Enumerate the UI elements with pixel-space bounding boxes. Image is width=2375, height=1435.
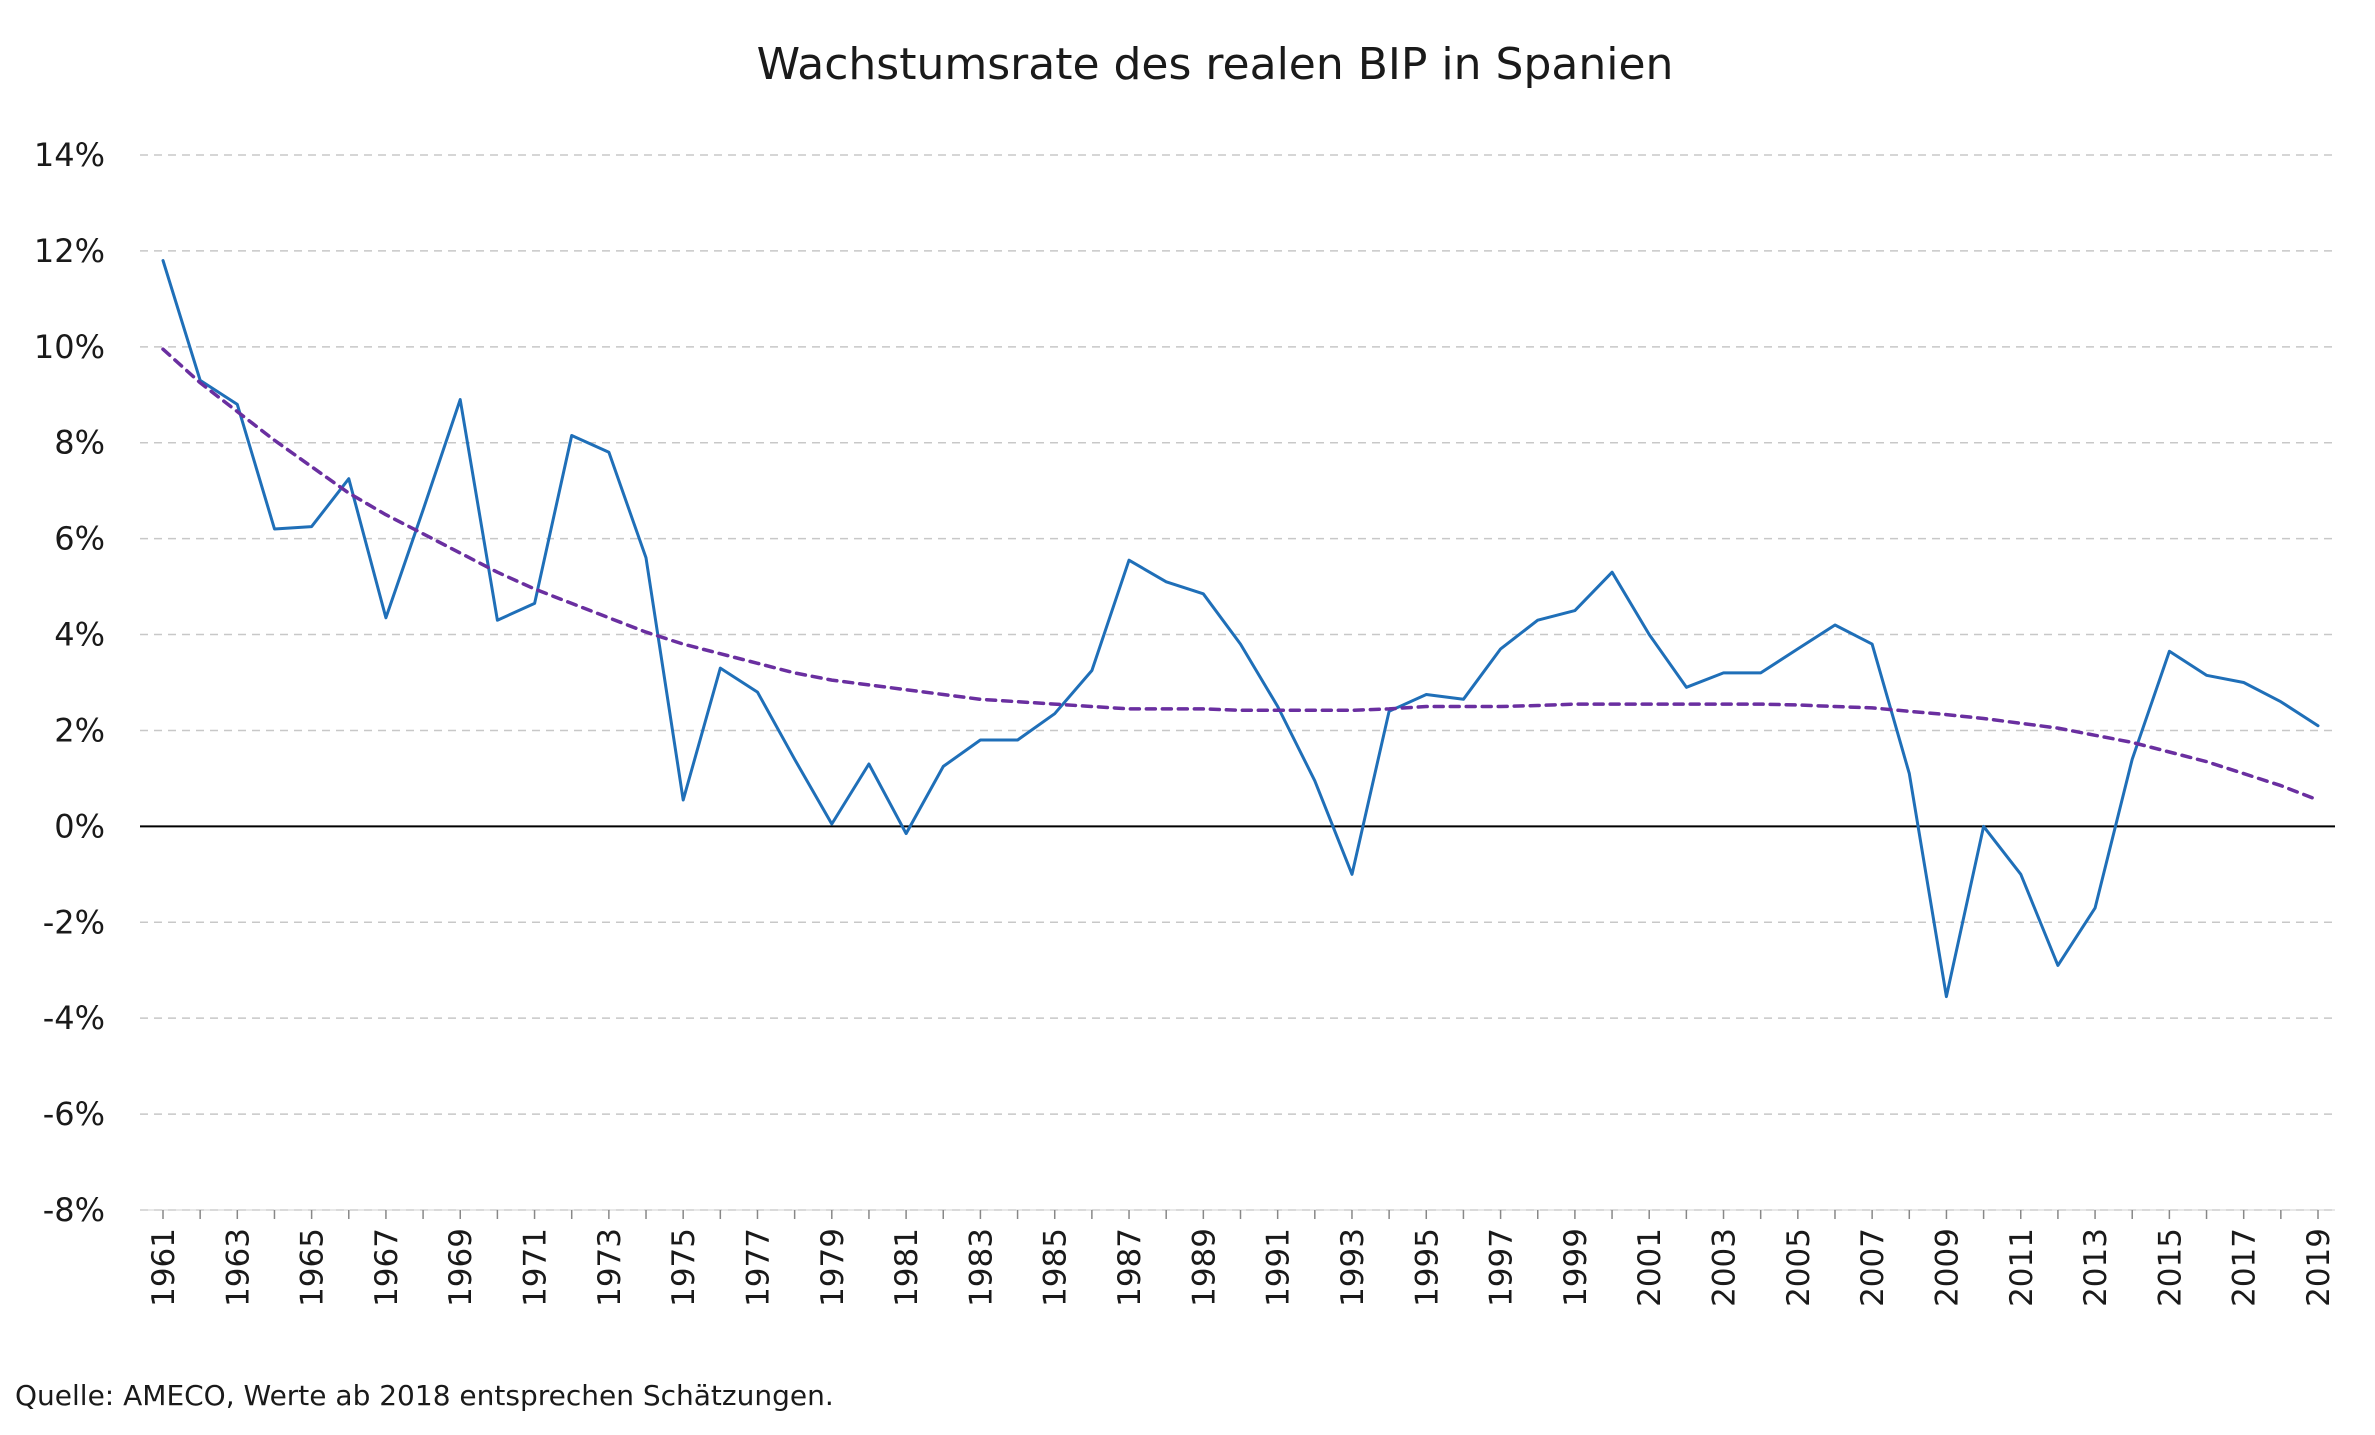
trend-line (161, 347, 2320, 802)
x-tick-label: 1975 (666, 1228, 702, 1307)
x-tick-label: 2003 (1707, 1228, 1743, 1307)
x-tick-label: 1999 (1558, 1228, 1594, 1307)
x-tick-label: 1995 (1409, 1228, 1445, 1307)
x-tick-label: 1997 (1484, 1228, 1520, 1307)
y-axis: 14% 12% 10% 8% 6% 4% 2% 0% -2% -4% -6% -8% (34, 136, 105, 1229)
x-tick-label: 1983 (963, 1228, 999, 1307)
series-group (161, 259, 2320, 999)
x-tick-label: 2015 (2152, 1228, 2188, 1307)
x-tick-label: 2013 (2078, 1228, 2114, 1307)
x-tick-label: 2017 (2227, 1228, 2263, 1307)
y-tick-label: 10% (34, 328, 105, 366)
y-tick-label: 0% (54, 807, 105, 845)
x-tick-label: 2001 (1632, 1228, 1668, 1307)
x-tick-label: 1993 (1335, 1228, 1371, 1307)
x-tick-label: 1987 (1112, 1228, 1148, 1307)
x-tick-label: 2019 (2301, 1228, 2337, 1307)
chart-title: Wachstumsrate des realen BIP in Spanien (757, 39, 1674, 90)
gdp-growth-line (161, 259, 2320, 999)
x-tick-label: 1985 (1038, 1228, 1074, 1307)
y-tick-label: -2% (43, 903, 105, 941)
x-tick-label: 2011 (2004, 1228, 2040, 1307)
y-tick-label: 8% (54, 424, 105, 462)
x-tick-label: 1991 (1261, 1228, 1297, 1307)
grid (140, 154, 2335, 1211)
x-tick-label: 1965 (295, 1228, 331, 1307)
y-tick-label: 2% (54, 711, 105, 749)
x-tick-label: 2009 (1929, 1228, 1965, 1307)
x-tick-label: 1981 (889, 1228, 925, 1307)
y-tick-label: -4% (43, 999, 105, 1037)
y-tick-label: -8% (43, 1191, 105, 1229)
x-tick-label: 1969 (443, 1228, 479, 1307)
x-tick-label: 1971 (518, 1228, 554, 1307)
y-tick-label: -6% (43, 1095, 105, 1133)
x-tick-label: 1967 (369, 1228, 405, 1307)
x-tick-label: 1979 (815, 1228, 851, 1307)
x-tick-label: 1977 (740, 1228, 776, 1307)
y-tick-label: 14% (34, 136, 105, 174)
x-tick-label: 1963 (220, 1228, 256, 1307)
x-tick-label: 1989 (1186, 1228, 1222, 1307)
x-tick-label: 2007 (1855, 1228, 1891, 1307)
y-tick-label: 4% (54, 616, 105, 654)
y-tick-label: 12% (34, 232, 105, 270)
x-axis: 1961 1963 1965 1967 1969 1971 1973 1975 1977 1979… (140, 1209, 2337, 1307)
source-note: Quelle: AMECO, Werte ab 2018 entsprechen… (15, 1379, 834, 1412)
x-tick-label: 2005 (1781, 1228, 1817, 1307)
x-tick-label: 1973 (592, 1228, 628, 1307)
y-tick-label: 6% (54, 520, 105, 558)
x-tick-label: 1961 (146, 1228, 182, 1307)
